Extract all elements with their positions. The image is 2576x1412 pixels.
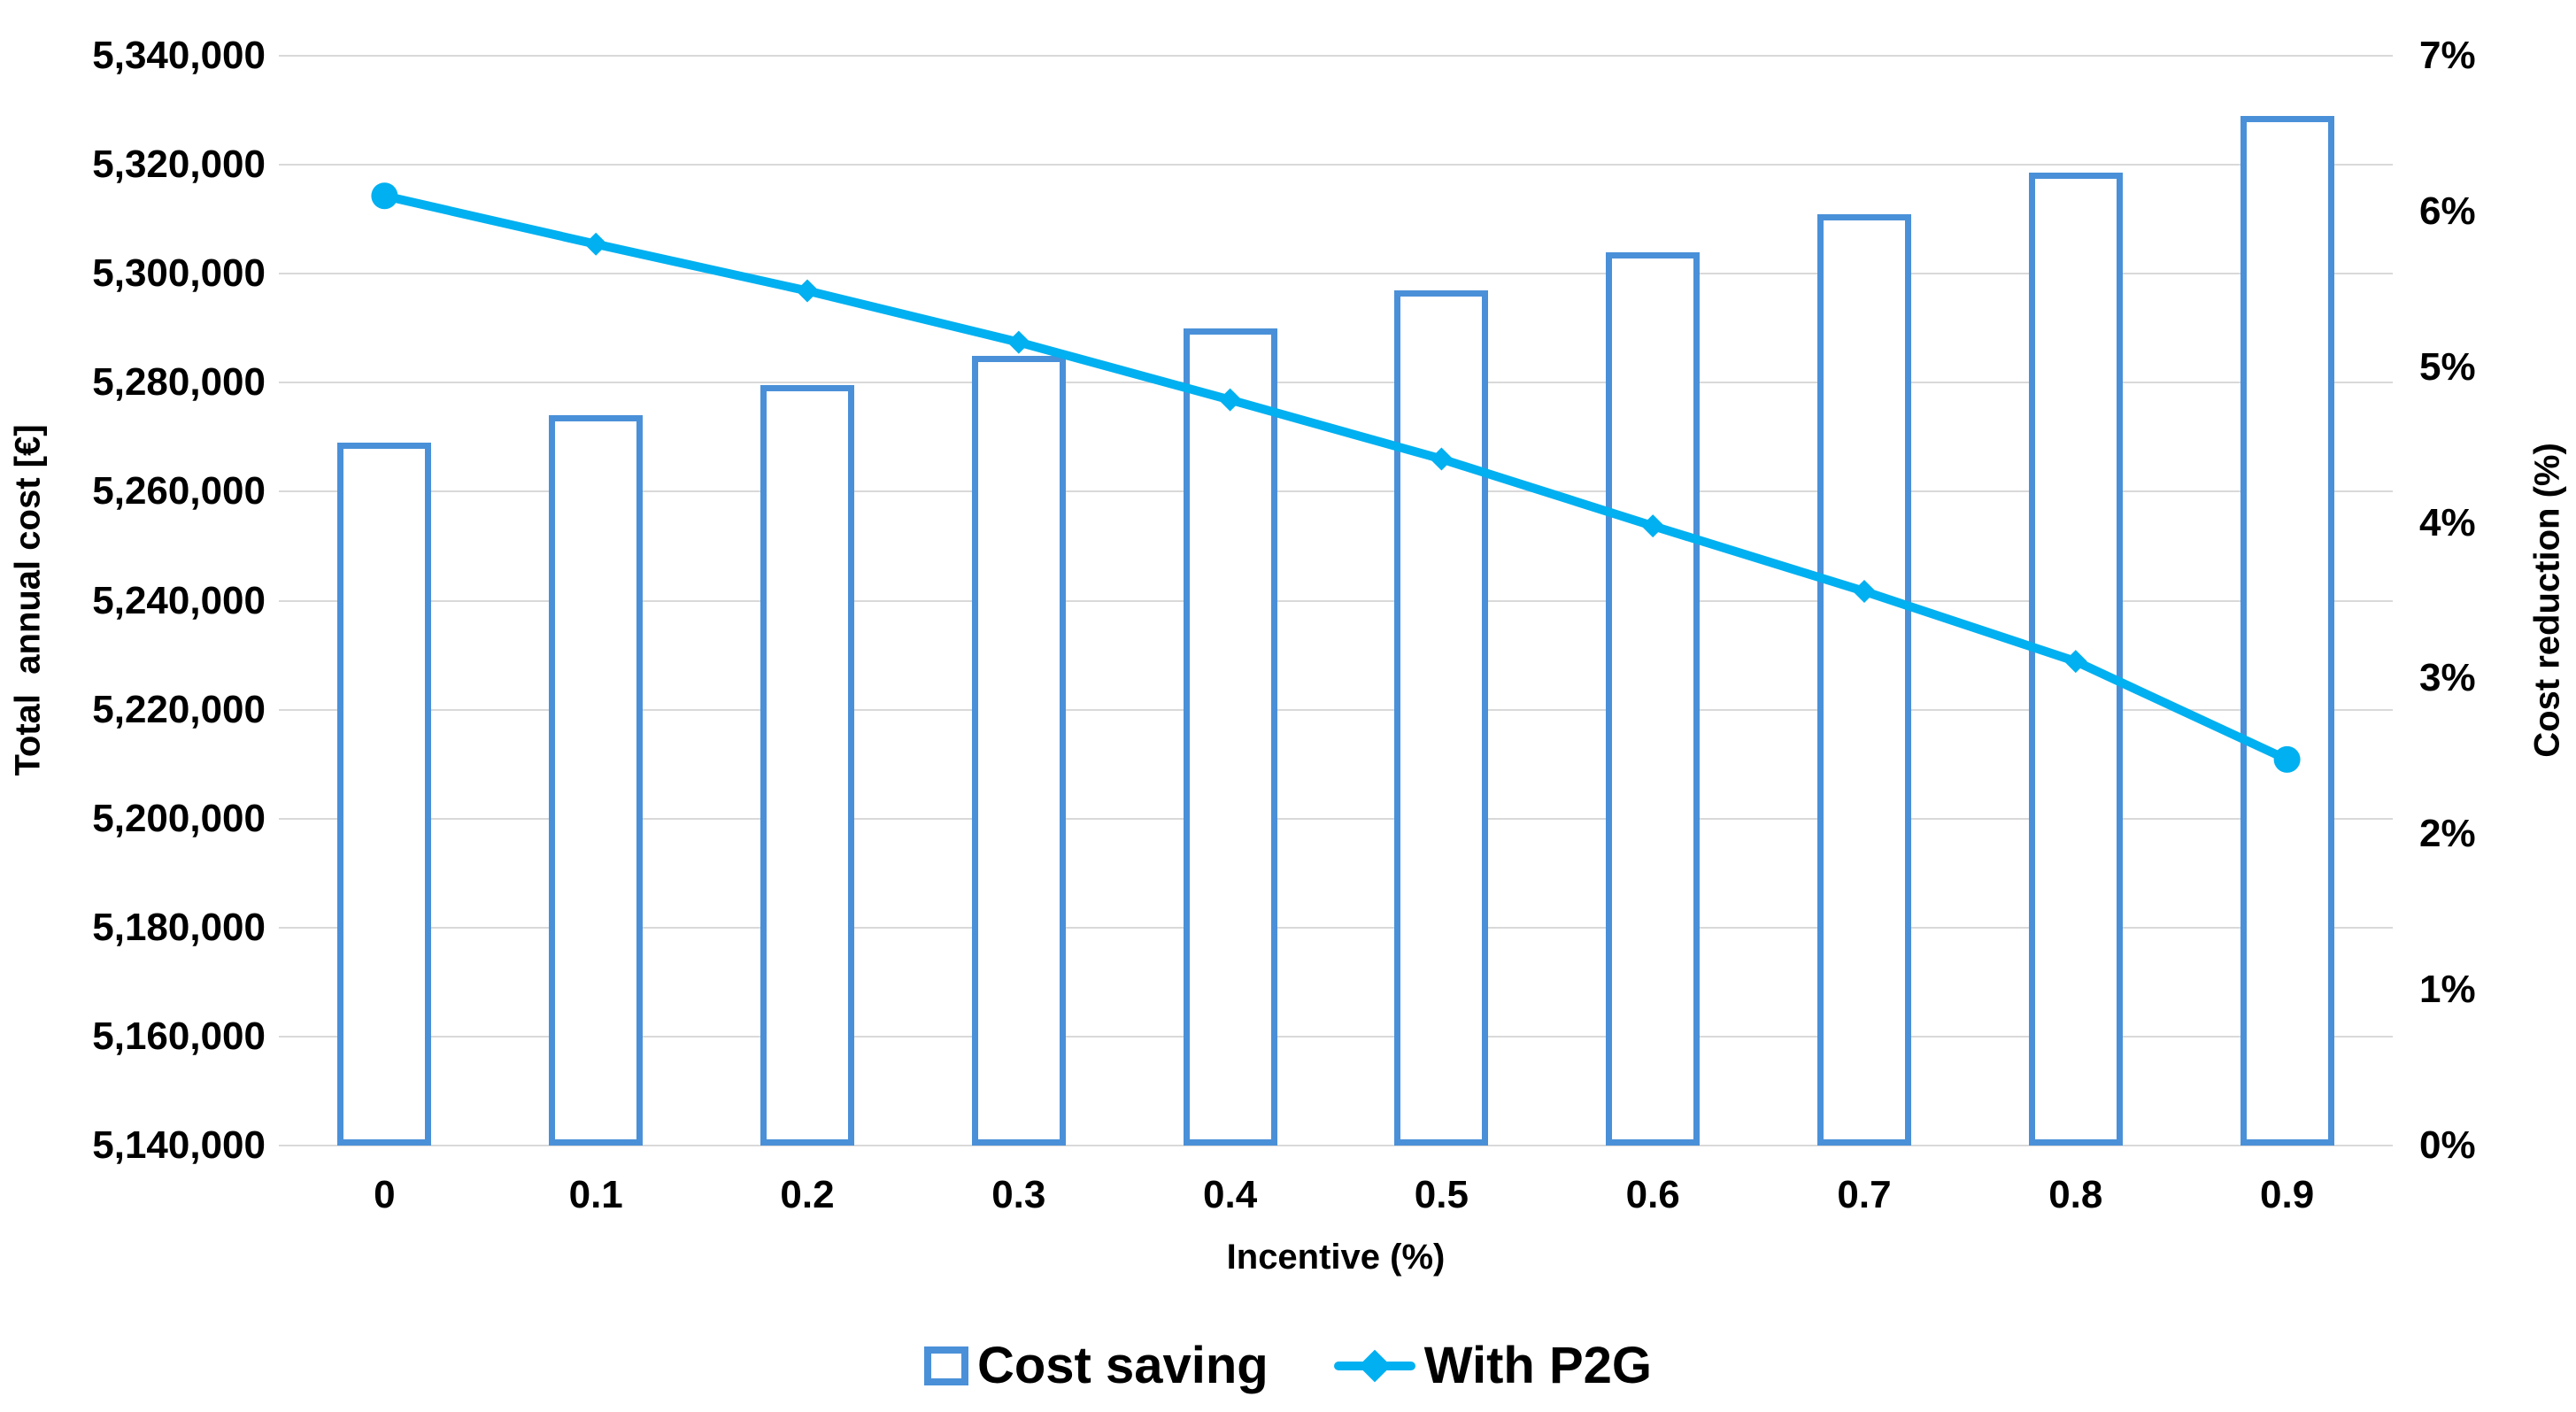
bar[interactable] [1183, 328, 1277, 1146]
gridline [279, 1035, 2393, 1038]
x-axis-tick: 0.7 [1837, 1173, 1892, 1216]
gridline [279, 817, 2393, 820]
bar[interactable] [549, 415, 644, 1146]
x-axis-title: Incentive (%) [1226, 1238, 1446, 1277]
gridline [279, 55, 2393, 57]
data-point-marker[interactable] [2063, 650, 2087, 674]
x-axis-tick: 0.2 [780, 1173, 835, 1216]
data-point-marker[interactable] [2273, 745, 2301, 773]
gridline [279, 164, 2393, 166]
right-axis-tick: 1% [2419, 968, 2476, 1012]
bar[interactable] [337, 443, 432, 1146]
x-axis-tick: 0.6 [1625, 1173, 1680, 1216]
gridline [279, 382, 2393, 384]
x-axis-tick: 0.5 [1414, 1173, 1469, 1216]
right-axis-tick: 6% [2419, 189, 2476, 233]
trend-line[interactable] [380, 191, 2292, 764]
right-axis-tick-labels: 0% 1% 2% 3% 4% 5% 6% 7% [2419, 34, 2576, 1167]
legend-item-with-p2g[interactable]: With P2G [1333, 1326, 1652, 1406]
x-axis-tick: 0.8 [2048, 1173, 2103, 1216]
left-axis-tick: 5,300,000 [92, 251, 266, 296]
right-axis-tick: 7% [2419, 34, 2476, 77]
legend-label: Cost saving [976, 1337, 1269, 1394]
x-axis-tick: 0 [374, 1173, 396, 1216]
left-axis-tick: 5,280,000 [92, 360, 266, 405]
right-axis-tick: 2% [2419, 812, 2476, 856]
right-axis-tick: 0% [2419, 1123, 2476, 1167]
legend-item-cost-saving[interactable]: Cost saving [923, 1326, 1269, 1406]
right-axis-tick: 5% [2419, 344, 2476, 389]
data-point-marker[interactable] [584, 232, 608, 256]
data-point-marker[interactable] [371, 182, 398, 210]
left-axis-tick: 5,180,000 [92, 905, 266, 949]
left-axis-tick: 5,200,000 [92, 796, 266, 840]
legend-label: With P2G [1423, 1337, 1652, 1394]
bar[interactable] [2240, 115, 2334, 1146]
data-point-marker[interactable] [1430, 447, 1454, 471]
data-point-marker[interactable] [796, 279, 819, 303]
data-point-marker[interactable] [1218, 388, 1242, 412]
left-axis-tick: 5,260,000 [92, 469, 266, 513]
left-axis-tick: 5,240,000 [92, 578, 266, 622]
x-axis-tick: 0.4 [1203, 1173, 1258, 1216]
left-axis-tick: 5,320,000 [92, 143, 266, 187]
bar[interactable] [1817, 213, 1911, 1146]
x-axis-tick-labels: 0 0.1 0.2 0.3 0.4 0.5 0.6 0.7 0.8 0.9 [279, 1170, 2393, 1223]
gridline [279, 926, 2393, 929]
gridline [279, 708, 2393, 711]
plot-area [279, 55, 2393, 1146]
left-axis-tick-labels: 5,140,000 5,160,000 5,180,000 5,200,000 5,22… [0, 34, 266, 1167]
bar[interactable] [760, 385, 854, 1146]
data-point-marker[interactable] [1006, 330, 1030, 354]
gridline [279, 490, 2393, 493]
bar[interactable] [971, 355, 1066, 1146]
legend: Cost saving With P2G [0, 1326, 2576, 1406]
line-diamond-legend-icon [1333, 1348, 1415, 1384]
x-axis-tick: 0.3 [991, 1173, 1046, 1216]
data-point-marker[interactable] [1853, 579, 1876, 603]
line-series-with-p2g[interactable] [279, 56, 2393, 1146]
bar[interactable] [1606, 251, 1701, 1146]
x-axis-tick: 0.9 [2260, 1173, 2315, 1216]
gridline [279, 599, 2393, 602]
bar[interactable] [1394, 289, 1489, 1146]
right-axis-tick: 4% [2419, 500, 2476, 544]
data-point-marker[interactable] [1641, 514, 1665, 538]
left-axis-tick: 5,140,000 [92, 1123, 266, 1167]
left-axis-tick: 5,220,000 [92, 687, 266, 731]
x-axis-tick: 0.1 [568, 1173, 623, 1216]
right-axis-tick: 3% [2419, 656, 2476, 700]
bar-outline-legend-icon [923, 1346, 968, 1385]
gridline [279, 273, 2393, 275]
left-axis-tick: 5,340,000 [92, 34, 266, 77]
left-axis-tick: 5,160,000 [92, 1014, 266, 1058]
gridline [279, 1145, 2393, 1146]
